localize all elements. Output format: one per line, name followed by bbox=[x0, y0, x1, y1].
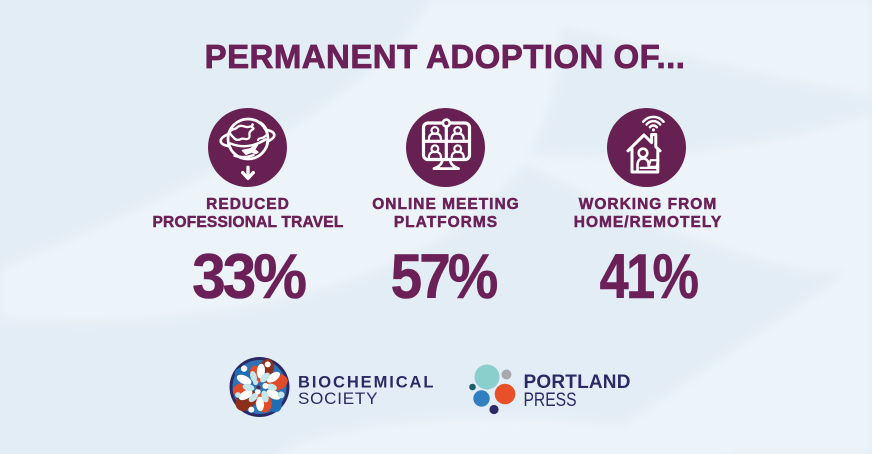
svg-text:PRESS: PRESS bbox=[524, 390, 577, 411]
svg-text:SOCIETY: SOCIETY bbox=[298, 389, 378, 408]
svg-text:PORTLAND: PORTLAND bbox=[524, 372, 631, 393]
svg-text:BIOCHEMICAL: BIOCHEMICAL bbox=[298, 374, 435, 392]
